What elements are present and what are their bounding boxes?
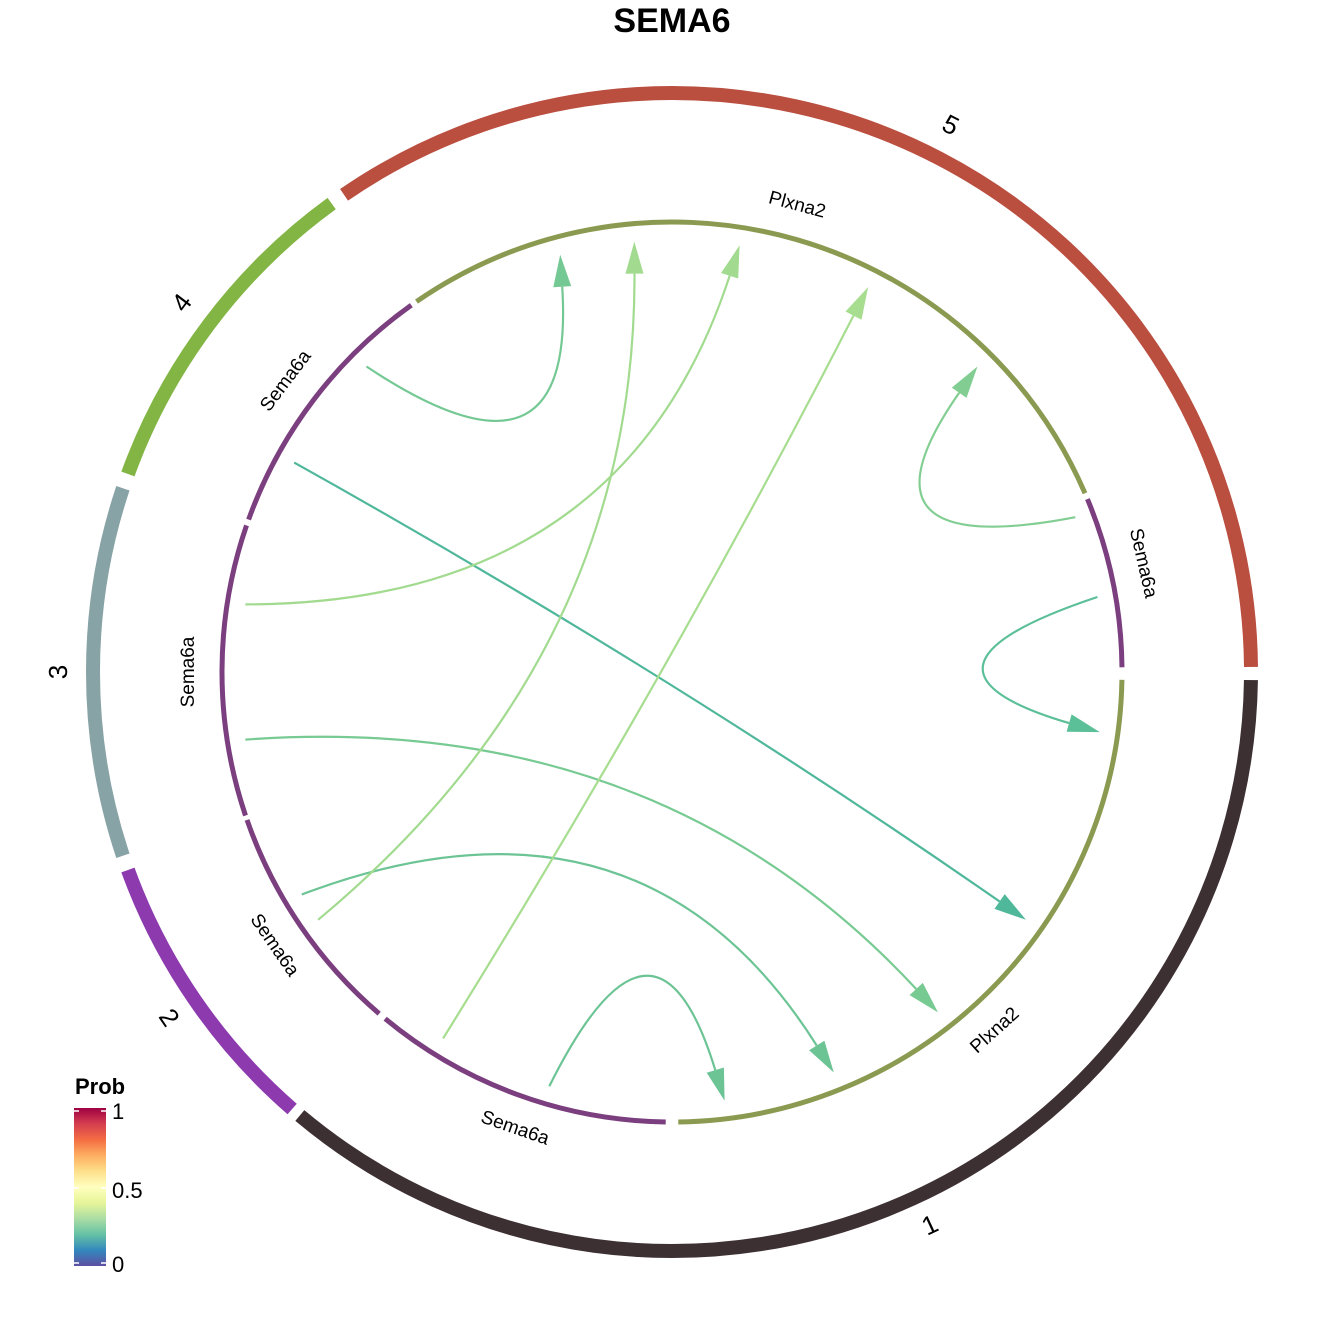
- group-label-4: 4: [165, 288, 198, 318]
- link-arrowhead: [1066, 714, 1100, 733]
- group-label-2: 2: [153, 1003, 186, 1032]
- link-1-to-5: [442, 315, 855, 1039]
- link-2-to-5: [317, 273, 636, 921]
- link-arrowhead: [809, 1040, 834, 1073]
- gene-label: Sema6a: [178, 636, 199, 707]
- gene-sector-g5: [246, 303, 413, 521]
- legend-tick-label: 0: [112, 1252, 124, 1277]
- link-arrowhead: [553, 254, 572, 288]
- group-sector-3: [86, 486, 130, 858]
- link-1-to-1: [548, 974, 717, 1087]
- group-sector-2: [121, 867, 297, 1115]
- gene-sector-g3: [244, 819, 381, 1016]
- gene-sector-g6: [415, 219, 1088, 495]
- link-4-to-5: [365, 286, 565, 422]
- link-3-to-5: [245, 275, 731, 606]
- gene-sector-g7: [1085, 498, 1125, 668]
- link-arrowhead: [625, 241, 644, 274]
- link-5-to-5: [918, 392, 1076, 528]
- link-arrowhead: [706, 1067, 725, 1101]
- group-sector-5: [340, 86, 1258, 668]
- gene-sector-g1: [678, 679, 1125, 1125]
- legend-colorbar: [74, 1108, 106, 1266]
- legend-tick-label: 1: [112, 1099, 124, 1124]
- link-arrowhead: [721, 245, 740, 279]
- group-label-1: 1: [917, 1208, 943, 1241]
- prob-legend: Prob 1 0.5 0: [74, 1074, 143, 1277]
- group-sector-1: [295, 679, 1258, 1258]
- group-label-5: 5: [938, 108, 965, 141]
- link-arrowhead: [994, 894, 1026, 920]
- link-arrowhead: [951, 366, 978, 398]
- legend-title: Prob: [75, 1074, 125, 1099]
- link-3-to-1: [245, 735, 918, 990]
- group-label-3: 3: [43, 665, 73, 679]
- link-4-to-1: [293, 461, 1001, 903]
- gene-sector-g2: [383, 1016, 666, 1125]
- legend-tick-label: 0.5: [112, 1178, 143, 1203]
- gene-sector-g4: [219, 524, 249, 817]
- gene-label: Plxna2: [966, 1003, 1023, 1057]
- gene-label: Sema6a: [1125, 526, 1161, 600]
- gene-track: Plxna2Sema6aSema6aSema6aSema6aPlxna2Sema…: [178, 187, 1161, 1149]
- gene-label: Sema6a: [478, 1107, 552, 1150]
- link-2-to-1: [301, 853, 818, 1047]
- links: [245, 241, 1100, 1101]
- link-arrowhead: [909, 982, 938, 1013]
- link-arrowhead: [845, 287, 869, 320]
- gene-label: Plxna2: [766, 187, 828, 222]
- diagram-title: SEMA6: [613, 2, 731, 40]
- group-sector-4: [121, 197, 336, 477]
- link-5-to-1: [981, 595, 1098, 725]
